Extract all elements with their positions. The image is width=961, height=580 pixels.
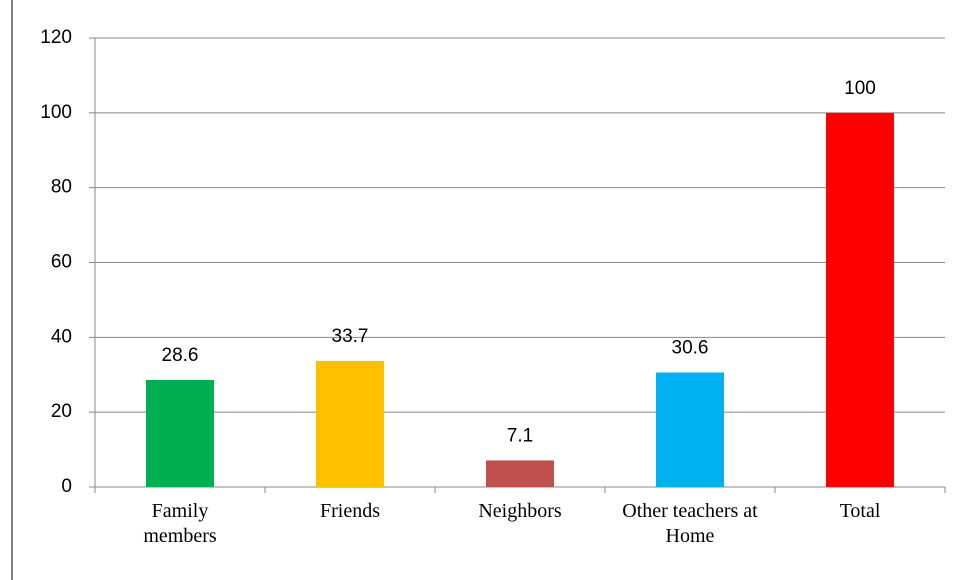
bar xyxy=(826,112,894,487)
value-label: 7.1 xyxy=(507,425,533,446)
bar xyxy=(316,360,384,487)
value-label: 100 xyxy=(844,78,876,99)
y-tick-label: 120 xyxy=(40,27,72,48)
bar xyxy=(656,372,724,487)
x-tick-label: Neighbors xyxy=(478,500,562,522)
x-tick-label: Family members xyxy=(143,500,217,547)
bar xyxy=(146,379,214,487)
y-tick-label: 20 xyxy=(51,401,72,422)
y-tick-label: 60 xyxy=(51,252,72,273)
x-tick-label: Other teachers at Home xyxy=(622,500,758,547)
value-label: 30.6 xyxy=(672,338,709,359)
value-label: 33.7 xyxy=(332,326,369,347)
value-label: 28.6 xyxy=(162,345,199,366)
y-tick-label: 40 xyxy=(51,326,72,347)
y-tick-label: 80 xyxy=(51,177,72,198)
x-tick-label: Total xyxy=(839,500,881,522)
y-tick-label: 100 xyxy=(40,102,72,123)
x-tick-label: Friends xyxy=(320,500,380,522)
y-tick-label: 0 xyxy=(61,476,72,497)
bar xyxy=(486,460,554,487)
